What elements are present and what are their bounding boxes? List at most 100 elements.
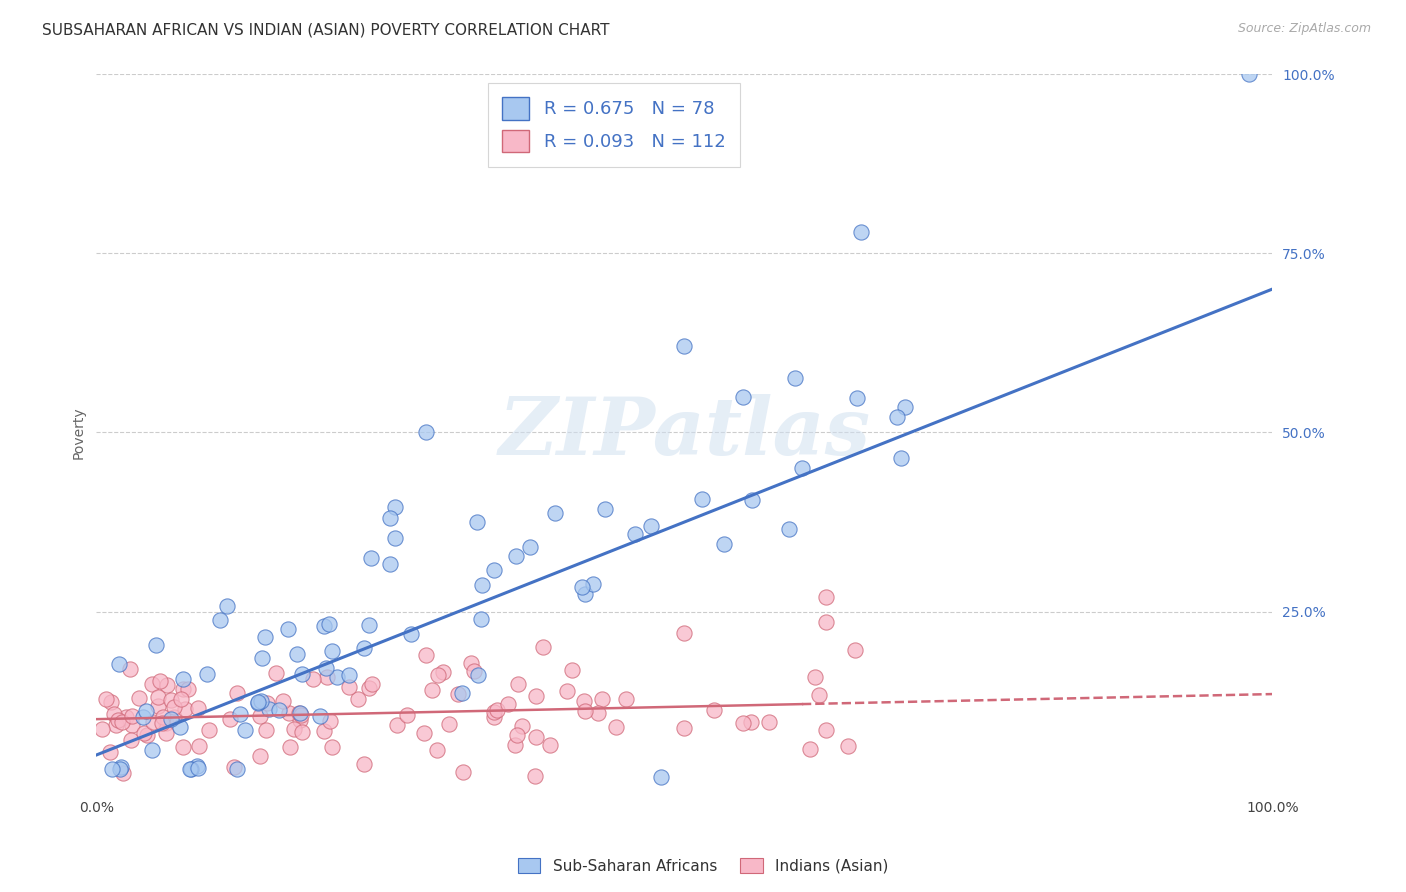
Point <box>783 371 806 385</box>
Point <box>312 724 335 739</box>
Point <box>586 706 609 721</box>
Point <box>574 704 596 718</box>
Point <box>219 712 242 726</box>
Point <box>288 713 311 727</box>
Point <box>337 667 360 681</box>
Point <box>170 692 193 706</box>
Point <box>290 708 312 723</box>
Point <box>624 527 647 541</box>
Point <box>582 577 605 591</box>
Point <box>264 666 287 681</box>
Point <box>118 661 141 675</box>
Point <box>121 708 143 723</box>
Point <box>110 759 132 773</box>
Point <box>291 724 314 739</box>
Point <box>506 728 529 742</box>
Point <box>155 725 177 739</box>
Point <box>229 707 252 722</box>
Point <box>465 516 488 530</box>
Point <box>415 425 437 440</box>
Point <box>271 694 294 708</box>
Point <box>91 722 114 736</box>
Point <box>267 703 290 717</box>
Point <box>451 686 474 700</box>
Point <box>471 578 494 592</box>
Point <box>309 708 332 723</box>
Point <box>246 696 269 710</box>
Point <box>384 500 406 515</box>
Point <box>482 563 505 577</box>
Point <box>278 706 301 721</box>
Point <box>451 765 474 780</box>
Point <box>115 710 138 724</box>
Point <box>519 540 541 554</box>
Point <box>318 714 340 728</box>
Point <box>673 722 696 736</box>
Point <box>141 743 163 757</box>
Point <box>96 692 118 706</box>
Point <box>160 712 183 726</box>
Point <box>172 682 194 697</box>
Point <box>283 723 305 737</box>
Point <box>574 587 596 601</box>
Point <box>187 760 209 774</box>
Point <box>359 681 381 695</box>
Point <box>256 696 278 710</box>
Point <box>121 717 143 731</box>
Point <box>208 613 231 627</box>
Point <box>470 612 492 626</box>
Point <box>571 580 593 594</box>
Point <box>135 728 157 742</box>
Point <box>149 674 172 689</box>
Point <box>222 760 245 774</box>
Point <box>360 551 382 566</box>
Point <box>146 699 169 714</box>
Point <box>225 686 247 700</box>
Point <box>396 708 419 723</box>
Point <box>790 461 813 475</box>
Point <box>315 670 337 684</box>
Point <box>380 511 402 525</box>
Point <box>321 644 343 658</box>
Point <box>437 716 460 731</box>
Point <box>132 726 155 740</box>
Point <box>172 740 194 755</box>
Point <box>733 390 755 404</box>
Point <box>505 549 527 564</box>
Point <box>145 638 167 652</box>
Point <box>890 451 912 466</box>
Point <box>315 661 337 675</box>
Point <box>111 715 134 730</box>
Point <box>804 670 827 684</box>
Point <box>846 391 869 405</box>
Point <box>180 762 202 776</box>
Point <box>278 739 301 754</box>
Point <box>380 557 402 571</box>
Point <box>318 616 340 631</box>
Point <box>591 692 613 706</box>
Point <box>432 665 454 679</box>
Point <box>420 683 443 698</box>
Point <box>1237 67 1260 81</box>
Point <box>288 706 311 720</box>
Point <box>496 697 519 711</box>
Point <box>104 718 127 732</box>
Point <box>484 710 506 724</box>
Point <box>101 762 124 776</box>
Point <box>799 742 821 756</box>
Point <box>426 668 449 682</box>
Point <box>155 716 177 731</box>
Point <box>508 677 530 691</box>
Point <box>285 647 308 661</box>
Point <box>179 762 201 776</box>
Point <box>814 615 837 629</box>
Point <box>484 705 506 719</box>
Point <box>544 506 567 520</box>
Point <box>135 705 157 719</box>
Point <box>326 670 349 684</box>
Point <box>733 715 755 730</box>
Point <box>357 617 380 632</box>
Point <box>692 491 714 506</box>
Point <box>460 656 482 670</box>
Point <box>426 743 449 757</box>
